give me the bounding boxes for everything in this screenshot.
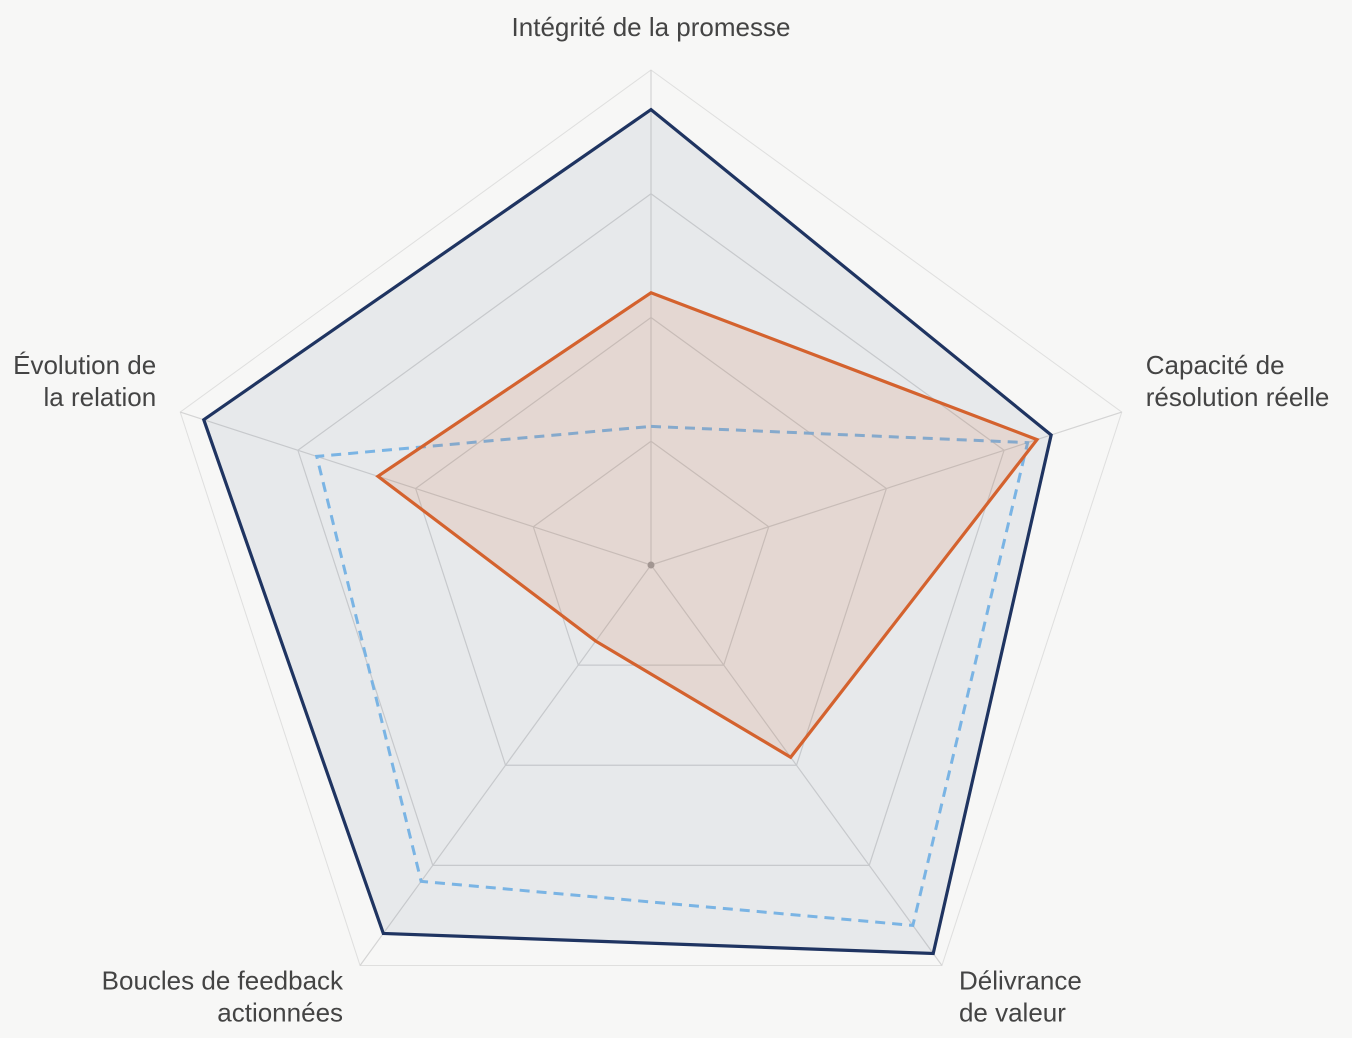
radar-series [201,107,1053,956]
radar-grid [179,69,1123,966]
series-2-polygon [314,424,1030,928]
axis-label-4-line-1: Boucles de feedback [102,965,344,995]
axis-labels: Intégrité de la promesse Capacité de résol… [13,12,1329,1027]
series-1-polygon [201,107,1053,956]
grid-ring-4 [179,69,1123,966]
axis-label-5-line-1: Évolution de [13,350,156,380]
axis-label-4: Boucles de feedback actionnées [102,965,344,1027]
grid-ring-3 [297,193,1005,866]
axis-label-3-line-1: Délivrance [959,965,1082,995]
axis-label-3: Délivrance de valeur [959,965,1082,1027]
axis-label-5: Évolution de la relation [13,350,156,412]
grid-ring-1 [532,440,770,666]
axis-label-5-line-2: la relation [43,382,156,412]
axis-label-2-line-1: Capacité de [1146,350,1285,380]
center-dot [647,561,655,569]
axis-label-2-line-2: résolution réelle [1146,382,1330,412]
grid-spoke-2 [650,411,1122,566]
axis-label-2: Capacité de résolution réelle [1146,350,1330,412]
grid-spoke-5 [180,411,652,566]
axis-label-4-line-2: actionnées [217,997,343,1027]
series-3-polygon [375,290,1040,760]
axis-label-1-line-1: Intégrité de la promesse [512,12,791,42]
grid-ring-2 [414,316,888,766]
grid-spoke-4 [359,564,652,966]
grid-spoke-3 [650,564,943,966]
axis-label-1: Intégrité de la promesse [512,12,791,42]
axis-label-3-line-2: de valeur [959,997,1066,1027]
